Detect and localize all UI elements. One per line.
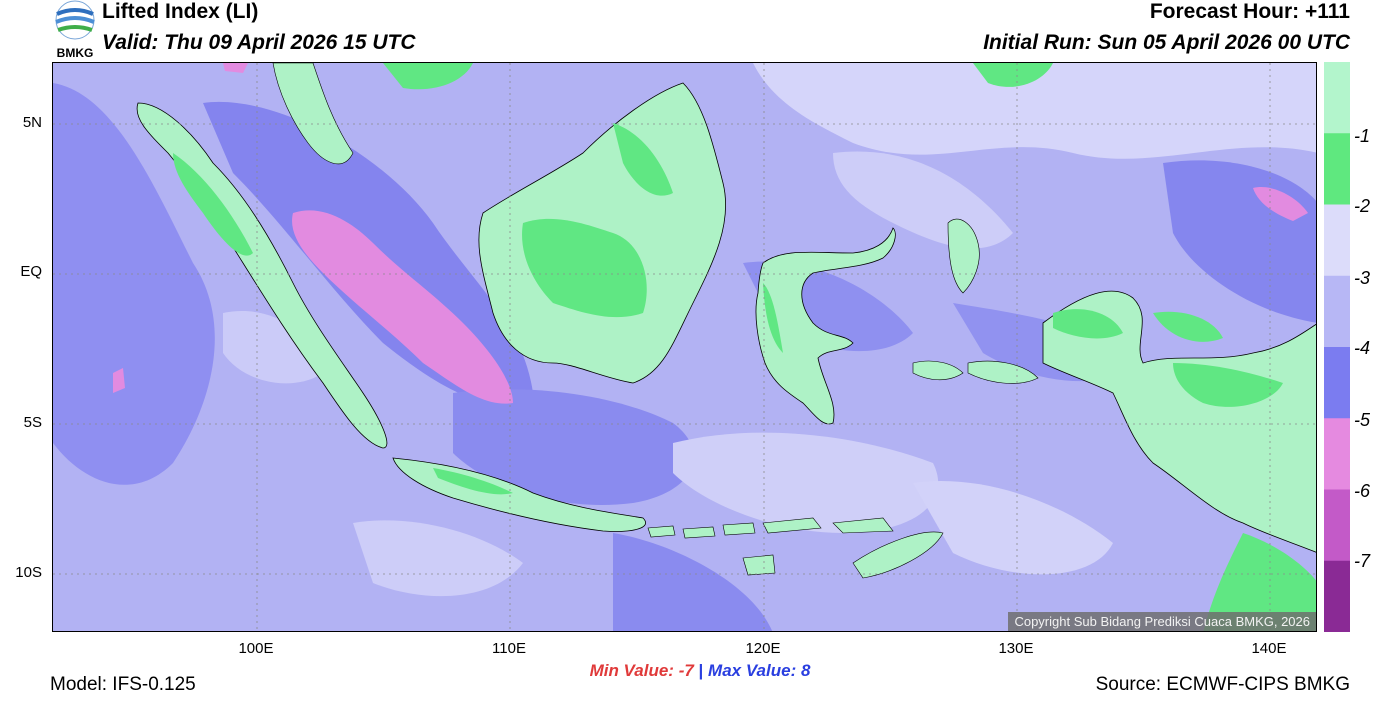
field-dark-java-sea (453, 389, 694, 505)
colorbar-band (1324, 62, 1350, 134)
colorbar-band (1324, 275, 1350, 348)
max-value-label: Max Value: (708, 661, 797, 680)
field-magenta-spot-n (223, 63, 248, 73)
patch-green-2 (1203, 533, 1316, 631)
graticule (53, 63, 1316, 631)
land-papua-ridge (1173, 363, 1283, 407)
model-label: Model: IFS-0.125 (50, 674, 196, 695)
lon-label-110e: 110E (492, 640, 526, 657)
colorbar-band (1324, 489, 1350, 562)
field-light-sumatra-w (223, 311, 323, 384)
initial-run: Initial Run: Sun 05 April 2026 00 UTC (983, 31, 1350, 54)
patch-green-4 (973, 63, 1053, 87)
colorbar-band (1324, 204, 1350, 277)
colorbar (1324, 62, 1350, 632)
field-magenta-spot-w (113, 368, 125, 393)
lon-label-120e: 120E (745, 640, 781, 657)
min-value: -7 (678, 661, 694, 680)
land-birdshead (1053, 309, 1123, 339)
field-dark-south (613, 533, 773, 631)
colorbar-tick: -1 (1354, 126, 1371, 146)
patch-green-1 (383, 63, 473, 90)
field-magenta-spot-ne (1253, 187, 1308, 221)
map-canvas (53, 63, 1316, 631)
map-title: Lifted Index (LI) (102, 0, 259, 23)
colorbar-tick: -4 (1354, 338, 1371, 358)
bmkg-logo: BMKG (50, 0, 100, 60)
land-timor (852, 531, 944, 579)
patch-green-3 (1153, 311, 1223, 342)
land-borneo-core (522, 218, 647, 318)
colorbar-tick: -5 (1354, 410, 1371, 430)
lat-label-5s: 5S (23, 414, 42, 431)
value-separator: | (698, 661, 704, 680)
forecast-hour: Forecast Hour: +111 (1149, 0, 1350, 23)
valid-time: Valid: Thu 09 April 2026 15 UTC (102, 31, 416, 54)
field-light-flores (673, 432, 939, 533)
colorbar-tick: -2 (1354, 196, 1371, 216)
lat-label-10s: 10S (15, 564, 42, 581)
lon-label-130e: 130E (998, 640, 1034, 657)
land-borneo-north (613, 123, 673, 196)
lifted-index-map: Copyright Sub Bidang Prediksi Cuaca BMKG… (52, 62, 1317, 632)
land-seram-buru (912, 360, 1039, 384)
source-label: Source: ECMWF-CIPS BMKG (1095, 674, 1350, 695)
field-light-southjava (353, 520, 523, 597)
land-sumatra-ridge (173, 153, 253, 256)
colorbar-tick: -7 (1354, 551, 1371, 571)
colorbar-band (1324, 133, 1350, 205)
colorbar-tick: -6 (1354, 481, 1371, 501)
land-papua (1042, 290, 1316, 553)
field-dark-west (53, 83, 215, 485)
lat-label-eq: EQ (20, 263, 42, 280)
colorbar-band (1324, 560, 1350, 632)
min-value-label: Min Value: (589, 661, 674, 680)
min-max-values: Min Value: -7 | Max Value: 8 (0, 661, 1400, 681)
land-sulawesi (755, 227, 896, 425)
lon-label-140e: 140E (1251, 640, 1287, 657)
land-sulawesi-core (763, 283, 783, 353)
colorbar-band (1324, 347, 1350, 419)
land-malay-peninsula (272, 63, 354, 165)
land-sumba (742, 554, 776, 576)
land-java-core (433, 468, 513, 495)
colorbar-tick: -3 (1354, 268, 1371, 288)
logo-text: BMKG (57, 46, 94, 60)
field-magenta-riau (292, 210, 513, 404)
field-light-timor (913, 481, 1113, 575)
land-halmahera (947, 218, 980, 294)
copyright-note: Copyright Sub Bidang Prediksi Cuaca BMKG… (1008, 612, 1316, 631)
colorbar-band (1324, 418, 1350, 490)
field-light-north (753, 63, 1316, 159)
max-value: 8 (800, 661, 811, 680)
lon-label-100e: 100E (238, 640, 274, 657)
lat-label-5n: 5N (22, 114, 42, 131)
land-lesser-sunda (647, 517, 894, 539)
